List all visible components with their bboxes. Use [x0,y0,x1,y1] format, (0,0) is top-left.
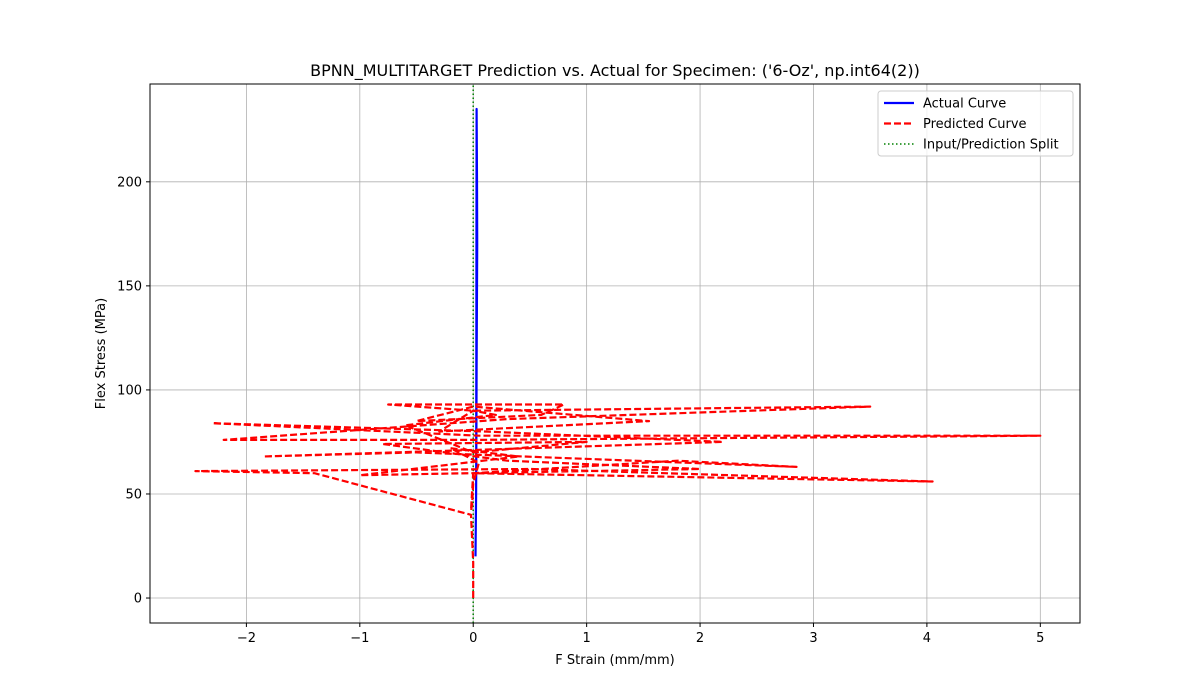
legend-box [877,90,1074,157]
plot-area [194,84,1042,623]
x-tick-label: 1 [583,631,591,646]
y-axis-label: Flex Stress (MPa) [94,298,109,409]
chart-title: BPNN_MULTITARGET Prediction vs. Actual f… [310,61,920,81]
y-tick-label: 0 [134,592,142,607]
legend: Actual Curve Predicted Curve Input/Predict… [877,90,1074,157]
x-tick-label: 5 [1036,631,1044,646]
x-tick-label: 2 [696,631,704,646]
y-tick-label: 200 [117,175,142,190]
legend-entry: Predicted Curve [923,117,1027,132]
axes-frame [149,83,1081,624]
x-axis-label: F Strain (mm/mm) [555,653,674,668]
y-tick-label: 100 [117,383,142,398]
x-tick-label: 3 [809,631,817,646]
x-tick-label: −1 [350,631,369,646]
y-tick-label: 150 [117,279,142,294]
x-tick-label: −2 [237,631,256,646]
series-line-0 [474,107,479,557]
x-tick-label: 4 [923,631,931,646]
y-tick-label: 50 [125,487,142,502]
legend-entry: Input/Prediction Split [923,138,1059,153]
x-tick-label: 0 [469,631,477,646]
grid [150,84,1080,623]
series-line-1 [194,403,1042,598]
legend-entry: Actual Curve [923,97,1006,112]
